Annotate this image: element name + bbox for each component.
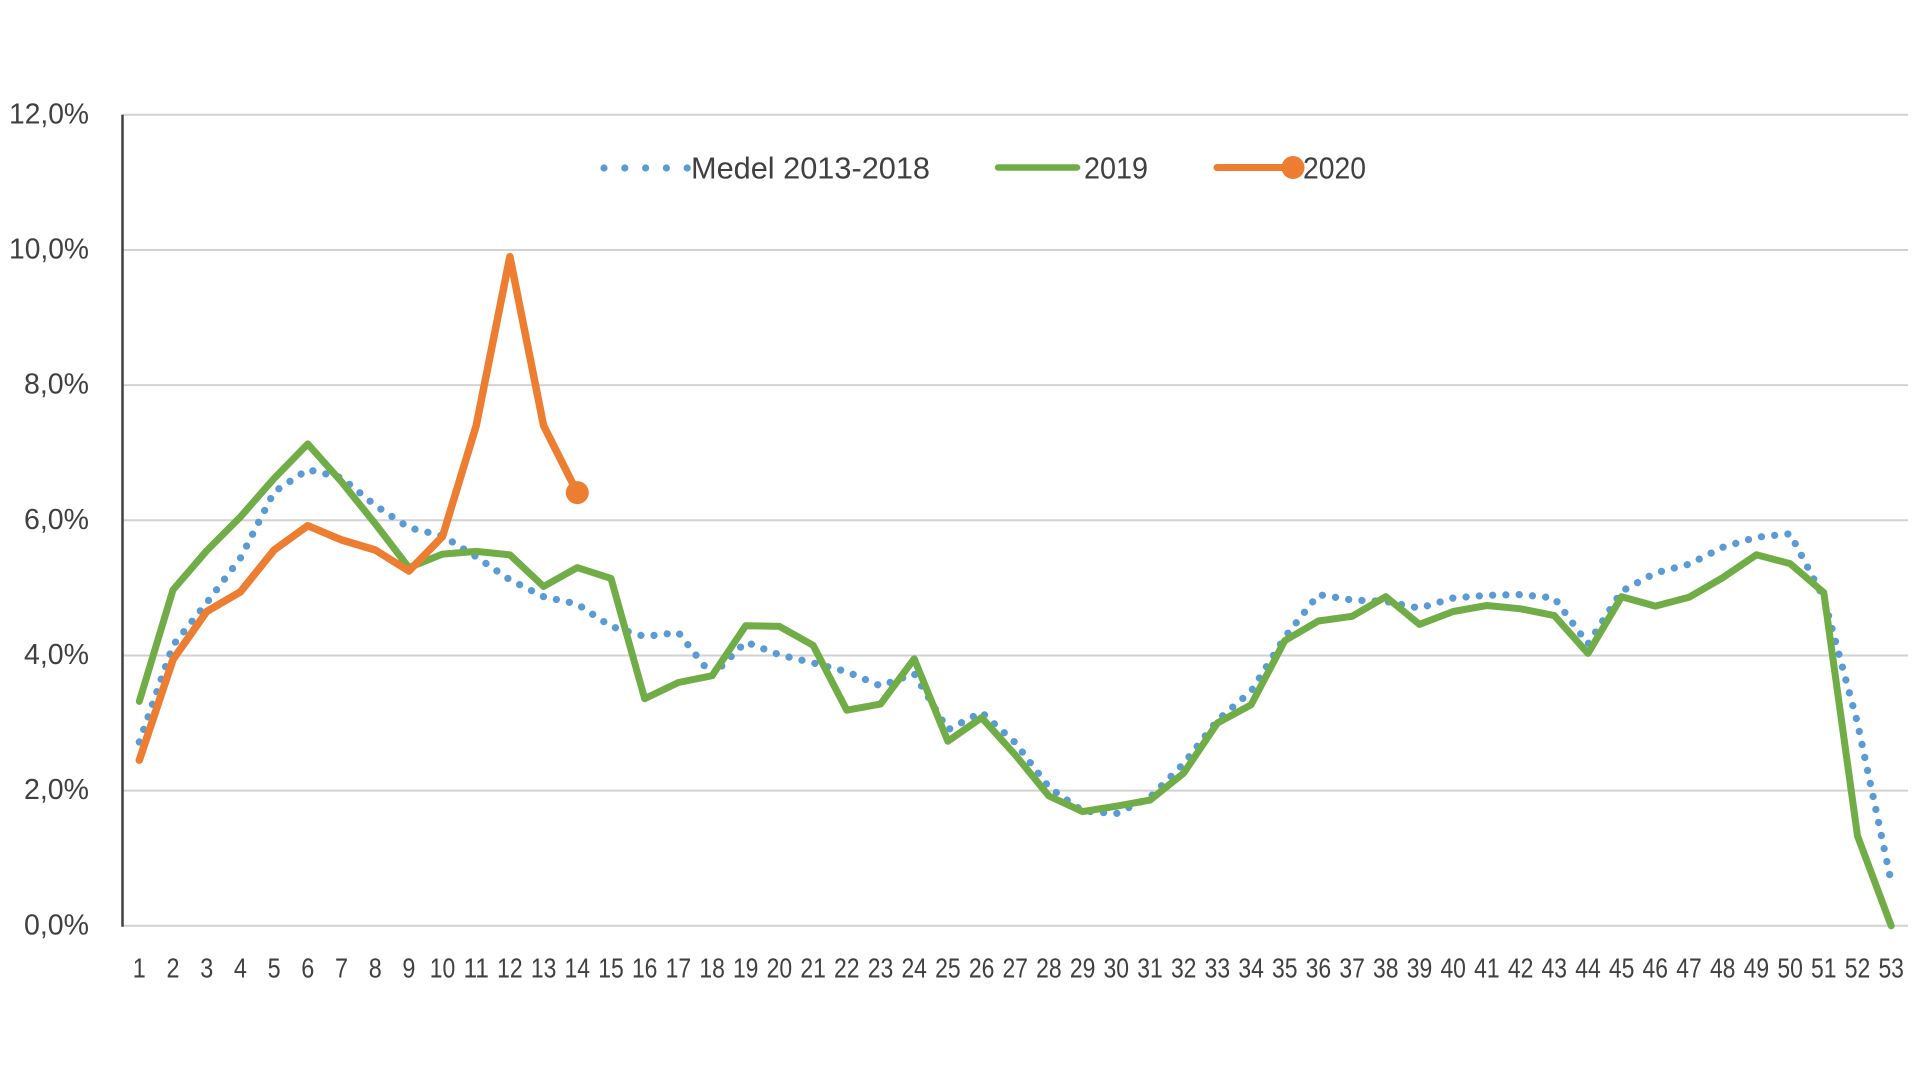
svg-text:42: 42 <box>1508 953 1534 984</box>
svg-text:50: 50 <box>1777 953 1803 984</box>
svg-text:18: 18 <box>699 953 725 984</box>
svg-text:44: 44 <box>1575 953 1601 984</box>
svg-text:48: 48 <box>1710 953 1736 984</box>
svg-text:21: 21 <box>800 953 826 984</box>
svg-text:32: 32 <box>1171 953 1197 984</box>
svg-text:43: 43 <box>1542 953 1568 984</box>
svg-text:2019: 2019 <box>1084 152 1148 186</box>
svg-text:22: 22 <box>834 953 860 984</box>
svg-text:38: 38 <box>1373 953 1399 984</box>
svg-text:8: 8 <box>369 953 382 984</box>
svg-text:31: 31 <box>1137 953 1163 984</box>
svg-text:4: 4 <box>234 953 247 984</box>
svg-text:23: 23 <box>868 953 894 984</box>
svg-text:28: 28 <box>1036 953 1062 984</box>
svg-text:6,0%: 6,0% <box>24 504 89 536</box>
svg-text:6: 6 <box>301 953 314 984</box>
svg-text:52: 52 <box>1845 953 1871 984</box>
svg-text:41: 41 <box>1474 953 1500 984</box>
svg-text:20: 20 <box>767 953 793 984</box>
svg-text:29: 29 <box>1070 953 1096 984</box>
svg-text:8,0%: 8,0% <box>24 369 89 401</box>
svg-text:51: 51 <box>1811 953 1837 984</box>
svg-text:24: 24 <box>901 953 927 984</box>
svg-text:0,0%: 0,0% <box>24 909 89 941</box>
svg-text:3: 3 <box>200 953 213 984</box>
svg-text:36: 36 <box>1306 953 1332 984</box>
svg-text:Medel 2013-2018: Medel 2013-2018 <box>691 152 930 186</box>
svg-text:35: 35 <box>1272 953 1298 984</box>
svg-text:33: 33 <box>1205 953 1231 984</box>
svg-text:12,0%: 12,0% <box>9 98 89 130</box>
svg-text:53: 53 <box>1878 953 1904 984</box>
svg-text:39: 39 <box>1407 953 1433 984</box>
svg-text:9: 9 <box>402 953 415 984</box>
svg-text:26: 26 <box>969 953 995 984</box>
svg-text:37: 37 <box>1339 953 1365 984</box>
svg-text:25: 25 <box>935 953 961 984</box>
svg-text:2,0%: 2,0% <box>24 774 89 806</box>
svg-text:12: 12 <box>497 953 523 984</box>
svg-text:17: 17 <box>666 953 692 984</box>
svg-text:14: 14 <box>565 953 591 984</box>
svg-text:19: 19 <box>733 953 759 984</box>
svg-text:15: 15 <box>598 953 624 984</box>
svg-text:34: 34 <box>1238 953 1264 984</box>
svg-text:4,0%: 4,0% <box>24 639 89 671</box>
svg-text:11: 11 <box>463 953 489 984</box>
svg-text:2020: 2020 <box>1303 152 1366 186</box>
svg-text:10: 10 <box>430 953 456 984</box>
svg-text:13: 13 <box>531 953 557 984</box>
svg-text:10,0%: 10,0% <box>9 234 89 266</box>
svg-text:5: 5 <box>268 953 281 984</box>
svg-text:16: 16 <box>632 953 658 984</box>
svg-text:1: 1 <box>133 953 146 984</box>
svg-text:49: 49 <box>1744 953 1770 984</box>
svg-text:46: 46 <box>1643 953 1669 984</box>
svg-text:7: 7 <box>335 953 348 984</box>
svg-text:30: 30 <box>1104 953 1130 984</box>
svg-text:27: 27 <box>1002 953 1028 984</box>
svg-text:45: 45 <box>1609 953 1635 984</box>
svg-text:47: 47 <box>1676 953 1702 984</box>
svg-text:2: 2 <box>167 953 180 984</box>
svg-text:40: 40 <box>1440 953 1466 984</box>
